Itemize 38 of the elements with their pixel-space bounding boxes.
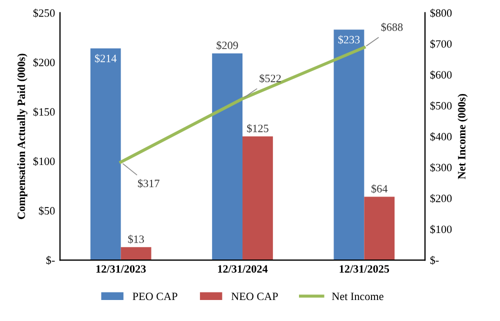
legend-label: Net Income — [332, 292, 384, 300]
data-label: $233 — [338, 35, 360, 44]
data-label: $214 — [94, 54, 117, 63]
y-axis-title: Compensation Actually Paid (000s) — [17, 54, 28, 220]
bar — [90, 48, 121, 260]
data-label: $209 — [216, 40, 238, 50]
y-tick-label: $250 — [33, 8, 55, 18]
y-tick-label: $100 — [33, 156, 55, 166]
y2-tick-label: $100 — [430, 224, 452, 234]
x-tick-label: 12/31/2023 — [96, 265, 146, 273]
y2-tick-label: $400 — [430, 132, 452, 142]
bar — [212, 53, 242, 260]
data-label: $13 — [128, 234, 144, 244]
x-tick-label: 12/31/2025 — [340, 265, 390, 273]
data-label: $317 — [138, 179, 160, 188]
data-label: $688 — [381, 22, 403, 32]
data-label: $125 — [247, 124, 268, 133]
bar — [242, 136, 273, 260]
y-tick-label: $200 — [33, 58, 55, 67]
y2-tick-label: $500 — [430, 101, 452, 110]
y-tick-label: $50 — [38, 206, 55, 216]
data-label: $522 — [260, 74, 281, 83]
y-tick-label: $150 — [33, 108, 55, 116]
bar — [120, 247, 152, 260]
y2-axis-title: Net Income (000s) — [458, 94, 468, 180]
bar — [334, 30, 364, 260]
y2-tick-label: $200 — [430, 194, 452, 203]
y2-tick-label: $700 — [430, 40, 452, 48]
data-label: $64 — [372, 184, 388, 194]
legend-label: PEO CAP — [132, 292, 178, 300]
legend-label: NEO CAP — [231, 292, 278, 300]
bar — [364, 196, 395, 260]
y2-tick-label: $600 — [430, 70, 452, 80]
y2-tick-label: $300 — [430, 163, 452, 172]
y2-tick-label: $- — [430, 256, 439, 265]
x-tick-label: 12/31/2024 — [218, 265, 268, 273]
y-tick-label: $- — [46, 256, 55, 265]
y2-tick-label: $800 — [430, 8, 452, 18]
